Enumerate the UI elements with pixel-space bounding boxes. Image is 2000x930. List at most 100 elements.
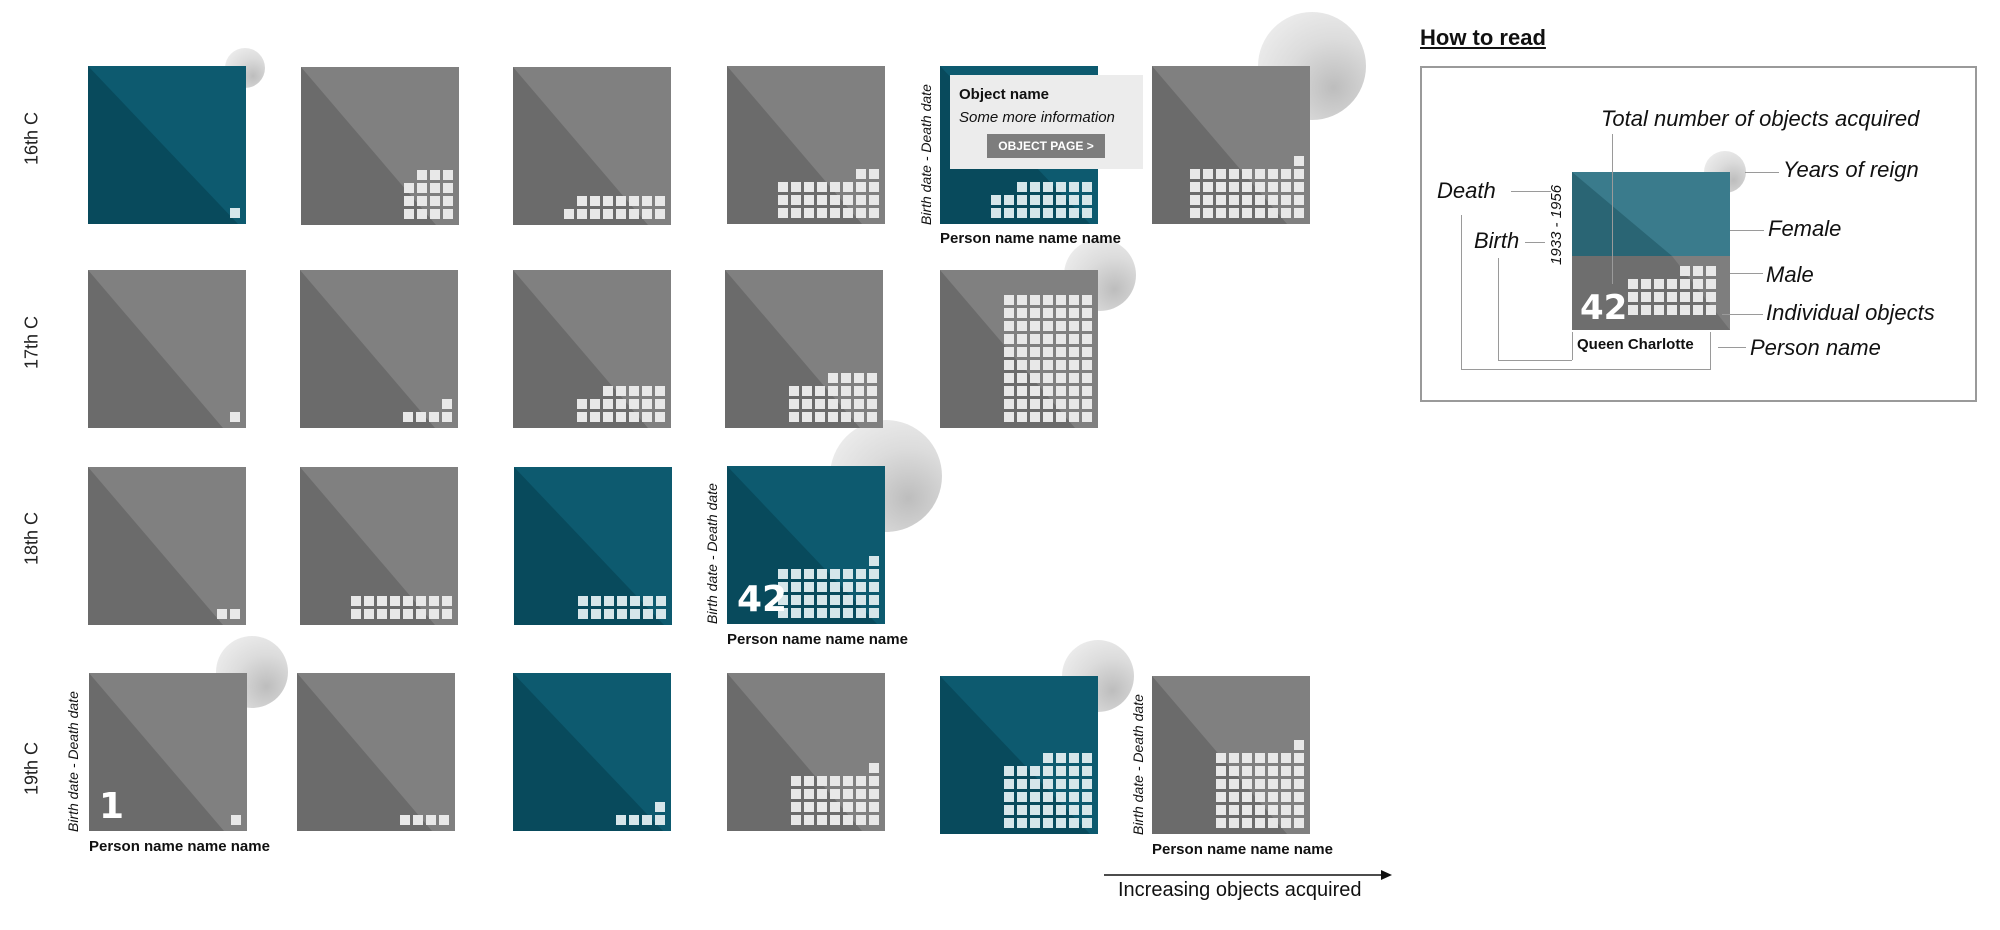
object-square[interactable] (1056, 295, 1066, 305)
object-square[interactable] (616, 399, 626, 409)
object-square[interactable] (791, 569, 801, 579)
object-square[interactable] (856, 776, 866, 786)
object-square[interactable] (802, 386, 812, 396)
object-square[interactable] (1281, 753, 1291, 763)
person-tile[interactable] (301, 67, 459, 225)
object-square[interactable] (403, 596, 413, 606)
object-square[interactable] (1229, 182, 1239, 192)
object-square[interactable] (1069, 195, 1079, 205)
object-square[interactable] (1004, 399, 1014, 409)
object-square[interactable] (1043, 295, 1053, 305)
object-square[interactable] (867, 399, 877, 409)
object-square[interactable] (1203, 169, 1213, 179)
object-square[interactable] (1043, 792, 1053, 802)
object-square[interactable] (1229, 818, 1239, 828)
object-square[interactable] (1056, 386, 1066, 396)
object-square[interactable] (1004, 386, 1014, 396)
object-square[interactable] (400, 815, 410, 825)
object-square[interactable] (1030, 195, 1040, 205)
object-square[interactable] (843, 789, 853, 799)
person-tile[interactable] (725, 270, 883, 428)
object-square[interactable] (1004, 360, 1014, 370)
object-square[interactable] (591, 609, 601, 619)
object-square[interactable] (1082, 386, 1092, 396)
object-square[interactable] (1017, 805, 1027, 815)
object-square[interactable] (655, 815, 665, 825)
object-square[interactable] (1017, 399, 1027, 409)
object-square[interactable] (1030, 805, 1040, 815)
object-square[interactable] (1281, 182, 1291, 192)
object-square[interactable] (1030, 792, 1040, 802)
object-square[interactable] (1294, 792, 1304, 802)
object-square[interactable] (1281, 818, 1291, 828)
object-square[interactable] (1294, 818, 1304, 828)
object-square[interactable] (1056, 399, 1066, 409)
object-square[interactable] (1229, 792, 1239, 802)
object-square[interactable] (1017, 818, 1027, 828)
object-square[interactable] (1281, 208, 1291, 218)
object-square[interactable] (1268, 766, 1278, 776)
person-tile[interactable]: 42 (727, 466, 885, 624)
object-square[interactable] (1069, 805, 1079, 815)
object-square[interactable] (1056, 412, 1066, 422)
object-square[interactable] (830, 595, 840, 605)
object-square[interactable] (1242, 818, 1252, 828)
object-square[interactable] (351, 596, 361, 606)
object-square[interactable] (1069, 295, 1079, 305)
object-square[interactable] (1216, 818, 1226, 828)
object-square[interactable] (643, 596, 653, 606)
object-square[interactable] (1255, 195, 1265, 205)
object-square[interactable] (841, 399, 851, 409)
object-square[interactable] (1043, 334, 1053, 344)
object-square[interactable] (1069, 208, 1079, 218)
object-square[interactable] (417, 209, 427, 219)
object-square[interactable] (1216, 805, 1226, 815)
object-square[interactable] (1281, 766, 1291, 776)
object-square[interactable] (1242, 753, 1252, 763)
object-square[interactable] (869, 169, 879, 179)
object-square[interactable] (804, 208, 814, 218)
object-square[interactable] (791, 608, 801, 618)
object-square[interactable] (1268, 182, 1278, 192)
object-square[interactable] (1043, 321, 1053, 331)
object-square[interactable] (603, 196, 613, 206)
object-square[interactable] (1082, 792, 1092, 802)
object-square[interactable] (1030, 818, 1040, 828)
object-square[interactable] (1294, 156, 1304, 166)
object-square[interactable] (1043, 195, 1053, 205)
object-square[interactable] (1056, 182, 1066, 192)
object-square[interactable] (1043, 386, 1053, 396)
object-square[interactable] (778, 569, 788, 579)
object-square[interactable] (603, 386, 613, 396)
object-square[interactable] (656, 609, 666, 619)
object-square[interactable] (1190, 169, 1200, 179)
object-square[interactable] (403, 609, 413, 619)
person-tile[interactable] (88, 270, 246, 428)
object-square[interactable] (804, 195, 814, 205)
object-square[interactable] (231, 815, 241, 825)
object-square[interactable] (390, 609, 400, 619)
object-square[interactable] (443, 209, 453, 219)
object-square[interactable] (1017, 195, 1027, 205)
object-square[interactable] (1216, 182, 1226, 192)
person-tile[interactable] (513, 67, 671, 225)
object-square[interactable] (655, 399, 665, 409)
object-square[interactable] (1030, 334, 1040, 344)
object-square[interactable] (869, 815, 879, 825)
object-square[interactable] (789, 412, 799, 422)
object-square[interactable] (1004, 308, 1014, 318)
object-square[interactable] (854, 386, 864, 396)
object-square[interactable] (843, 815, 853, 825)
object-square[interactable] (1017, 347, 1027, 357)
object-square[interactable] (642, 815, 652, 825)
object-square[interactable] (869, 595, 879, 605)
object-square[interactable] (1056, 805, 1066, 815)
object-square[interactable] (1294, 779, 1304, 789)
object-square[interactable] (856, 608, 866, 618)
object-square[interactable] (1004, 334, 1014, 344)
person-tile[interactable]: 1 (89, 673, 247, 831)
object-square[interactable] (1082, 412, 1092, 422)
object-square[interactable] (364, 609, 374, 619)
object-square[interactable] (1242, 182, 1252, 192)
object-square[interactable] (590, 209, 600, 219)
